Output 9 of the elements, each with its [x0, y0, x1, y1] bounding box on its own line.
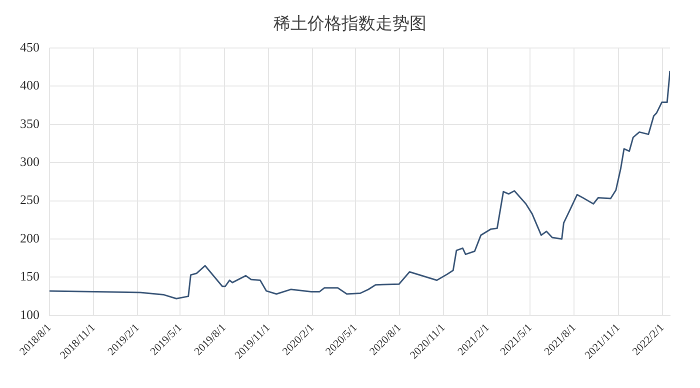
chart-title: 稀土价格指数走势图	[272, 13, 428, 35]
y-tick-label: 350	[20, 116, 40, 131]
y-tick-label: 150	[20, 268, 40, 284]
y-tick-label: 200	[20, 230, 40, 246]
y-tick-label: 100	[20, 306, 40, 322]
y-tick-label: 250	[20, 192, 40, 208]
y-tick-label: 450	[20, 39, 40, 54]
y-tick-label: 400	[20, 78, 40, 93]
y-tick-label: 300	[20, 154, 40, 170]
